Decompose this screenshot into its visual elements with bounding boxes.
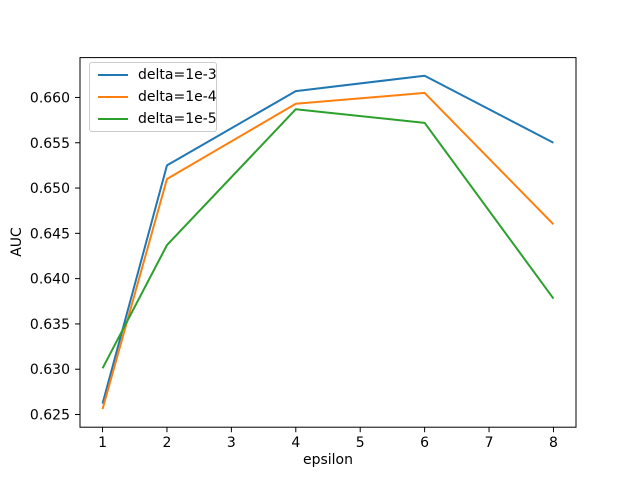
series-line-delta=1e-4 [101, 91, 555, 410]
y-axis-label: AUC [9, 227, 25, 257]
x-tick-label: 4 [291, 435, 300, 451]
y-tick-label: 0.660 [30, 90, 70, 106]
legend: delta=1e-3 delta=1e-4 delta=1e-5 [89, 62, 217, 132]
y-tick-label: 0.650 [30, 181, 70, 197]
series-line-delta=1e-5 [101, 108, 555, 369]
y-tick-label: 0.625 [30, 408, 70, 424]
x-tick-label: 1 [98, 435, 107, 451]
y-tick-label: 0.655 [30, 136, 70, 152]
legend-item-delta-1e-5: delta=1e-5 [98, 112, 217, 126]
y-tick-label: 0.640 [30, 272, 70, 288]
legend-item-delta-1e-4: delta=1e-4 [98, 90, 217, 104]
x-tick-label: 6 [420, 435, 429, 451]
plot-border [79, 57, 577, 428]
legend-swatch-line-icon [98, 118, 128, 120]
legend-swatch-line-icon [98, 74, 128, 76]
legend-label: delta=1e-5 [138, 111, 217, 127]
y-tick-label: 0.630 [30, 362, 70, 378]
x-axis-label: epsilon [302, 452, 353, 468]
x-tick-label: 3 [227, 435, 236, 451]
x-tick-label: 8 [549, 435, 558, 451]
y-tick-label: 0.645 [30, 226, 70, 242]
x-tick-label: 5 [356, 435, 365, 451]
series-line-delta=1e-3 [101, 74, 554, 404]
x-tick-label: 2 [163, 435, 172, 451]
y-tick-label: 0.635 [30, 317, 70, 333]
legend-swatch-line-icon [98, 96, 128, 98]
x-tick-label: 7 [485, 435, 494, 451]
legend-label: delta=1e-3 [138, 67, 217, 83]
legend-label: delta=1e-4 [138, 89, 217, 105]
legend-item-delta-1e-3: delta=1e-3 [98, 68, 217, 82]
